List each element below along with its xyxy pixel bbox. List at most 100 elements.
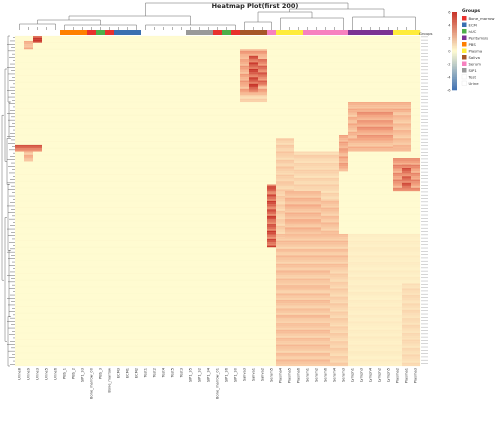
legend-label: Serum <box>469 61 482 66</box>
heatmap-cell <box>276 163 294 165</box>
heatmap-cell <box>276 286 348 289</box>
heatmap-cell <box>393 113 411 116</box>
heatmap-cell <box>276 154 294 157</box>
heatmap-cell <box>285 217 321 220</box>
dendrogram-branch <box>1 114 4 281</box>
heatmap-cell <box>348 342 420 345</box>
heatmap-cell <box>321 222 339 225</box>
column-label: SIP1_32 <box>198 368 202 382</box>
heatmap-cell <box>276 328 348 330</box>
heatmap-cell <box>348 347 420 350</box>
heatmap-cell <box>24 159 33 162</box>
heatmap-cell <box>276 303 348 305</box>
color-scale-step <box>452 83 457 86</box>
heatmap-cell <box>267 222 276 225</box>
column-label: SIP1_30 <box>234 367 238 382</box>
heatmap-cell <box>330 319 348 322</box>
heatmap-cell <box>276 318 348 320</box>
heatmap-cell <box>402 176 411 178</box>
group-cell-SIP1 <box>195 30 205 35</box>
legend-label: Urine <box>469 81 480 86</box>
heatmap-cell <box>240 92 267 94</box>
column-label: ECM2 <box>135 368 139 378</box>
heatmap-cell <box>402 352 420 355</box>
heatmap-cell <box>285 209 321 211</box>
heatmap-cell <box>402 316 420 319</box>
heatmap-cell <box>357 125 393 127</box>
heatmap-cell <box>348 324 420 327</box>
heatmap-cell <box>330 364 348 367</box>
heatmap-cell <box>330 300 348 302</box>
column-label: Lymph4 <box>369 367 373 382</box>
heatmap-cell <box>402 298 420 301</box>
heatmap-cell <box>348 354 420 357</box>
group-cell-Serum <box>303 30 313 35</box>
heatmap-cell <box>249 69 258 71</box>
column-label: Urine3 <box>36 368 40 380</box>
heatmap-cell <box>276 143 294 145</box>
group-cell-Saliva <box>258 30 268 35</box>
group-cell-Serum <box>330 30 340 35</box>
heatmap-cell <box>393 138 411 140</box>
heatmap-cell <box>276 148 294 150</box>
heatmap-cell <box>276 326 348 329</box>
heatmap-cell <box>339 149 348 152</box>
color-scale-step <box>452 15 457 18</box>
heatmap-cell <box>393 128 411 131</box>
heatmap-cell <box>348 293 420 296</box>
column-label: Serum5 <box>270 368 274 382</box>
heatmap-cell <box>330 309 348 312</box>
heatmap-cell <box>276 275 348 277</box>
heatmap-cell <box>276 347 348 350</box>
heatmap-cell <box>249 60 258 63</box>
column-label: Bone_marrow_00 <box>90 367 94 399</box>
heatmap-cell <box>267 240 276 243</box>
heatmap-cell <box>330 295 348 297</box>
heatmap-cell <box>330 276 348 279</box>
heatmap-cell <box>276 344 348 347</box>
heatmap-cell <box>267 225 276 228</box>
heatmap-cell <box>294 187 339 190</box>
heatmap-cell <box>321 219 339 221</box>
heatmap-cell <box>330 314 348 317</box>
heatmap-cell <box>294 158 339 160</box>
heatmap-cell <box>330 283 348 286</box>
column-label: Lymph3 <box>360 368 364 382</box>
heatmap-cell <box>348 285 420 287</box>
heatmap-cell <box>348 318 420 320</box>
heatmap-cell <box>402 339 420 342</box>
heatmap-cell <box>276 291 348 294</box>
heatmap-cell <box>402 328 420 330</box>
heatmap-cell <box>348 245 420 248</box>
heatmap-cell <box>402 186 411 188</box>
color-scale-step <box>452 65 457 68</box>
heatmap-cell <box>276 177 294 180</box>
heatmap-cell <box>348 329 420 332</box>
heatmap-cell <box>276 273 348 276</box>
heatmap-cell <box>348 352 420 355</box>
heatmap-cell <box>258 82 267 84</box>
heatmap-cell <box>276 290 348 292</box>
heatmap-cell <box>24 158 33 160</box>
heatmap-cell <box>294 159 339 162</box>
heatmap-cell <box>258 64 267 66</box>
heatmap-cell <box>240 49 267 51</box>
column-label: SIP1_33 <box>81 368 85 382</box>
dendrogram-branch <box>8 250 11 317</box>
heatmap-cell <box>348 286 420 289</box>
heatmap-cell <box>294 181 339 183</box>
heatmap-cell <box>249 77 258 79</box>
heatmap-cell <box>276 321 348 324</box>
group-cell-Urine <box>15 30 25 35</box>
color-scale-step <box>452 57 457 60</box>
heatmap-cell <box>276 139 294 142</box>
heatmap-cell <box>357 115 393 117</box>
heatmap-cell <box>393 159 420 162</box>
heatmap-cell <box>348 106 411 109</box>
heatmap-cell <box>330 293 348 296</box>
heatmap-cell <box>276 323 348 325</box>
heatmap-cell <box>294 171 339 173</box>
color-scale-step <box>452 34 457 37</box>
heatmap-cell <box>276 164 294 167</box>
